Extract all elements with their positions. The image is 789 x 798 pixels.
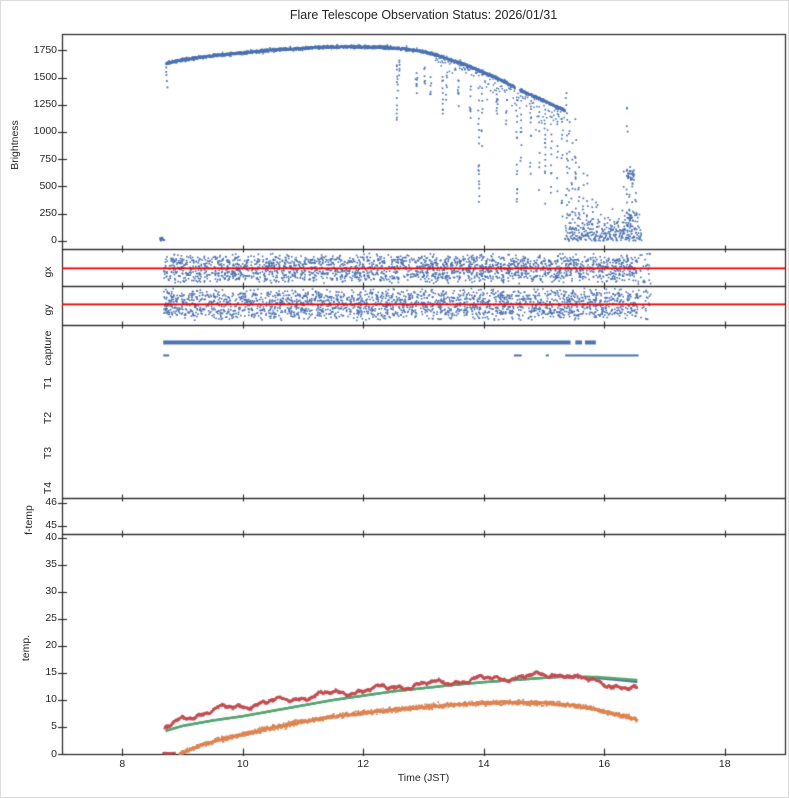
plot-canvas [1,1,788,797]
flare-telescope-status-figure: Flare Telescope Observation Status: 2026… [0,0,789,798]
